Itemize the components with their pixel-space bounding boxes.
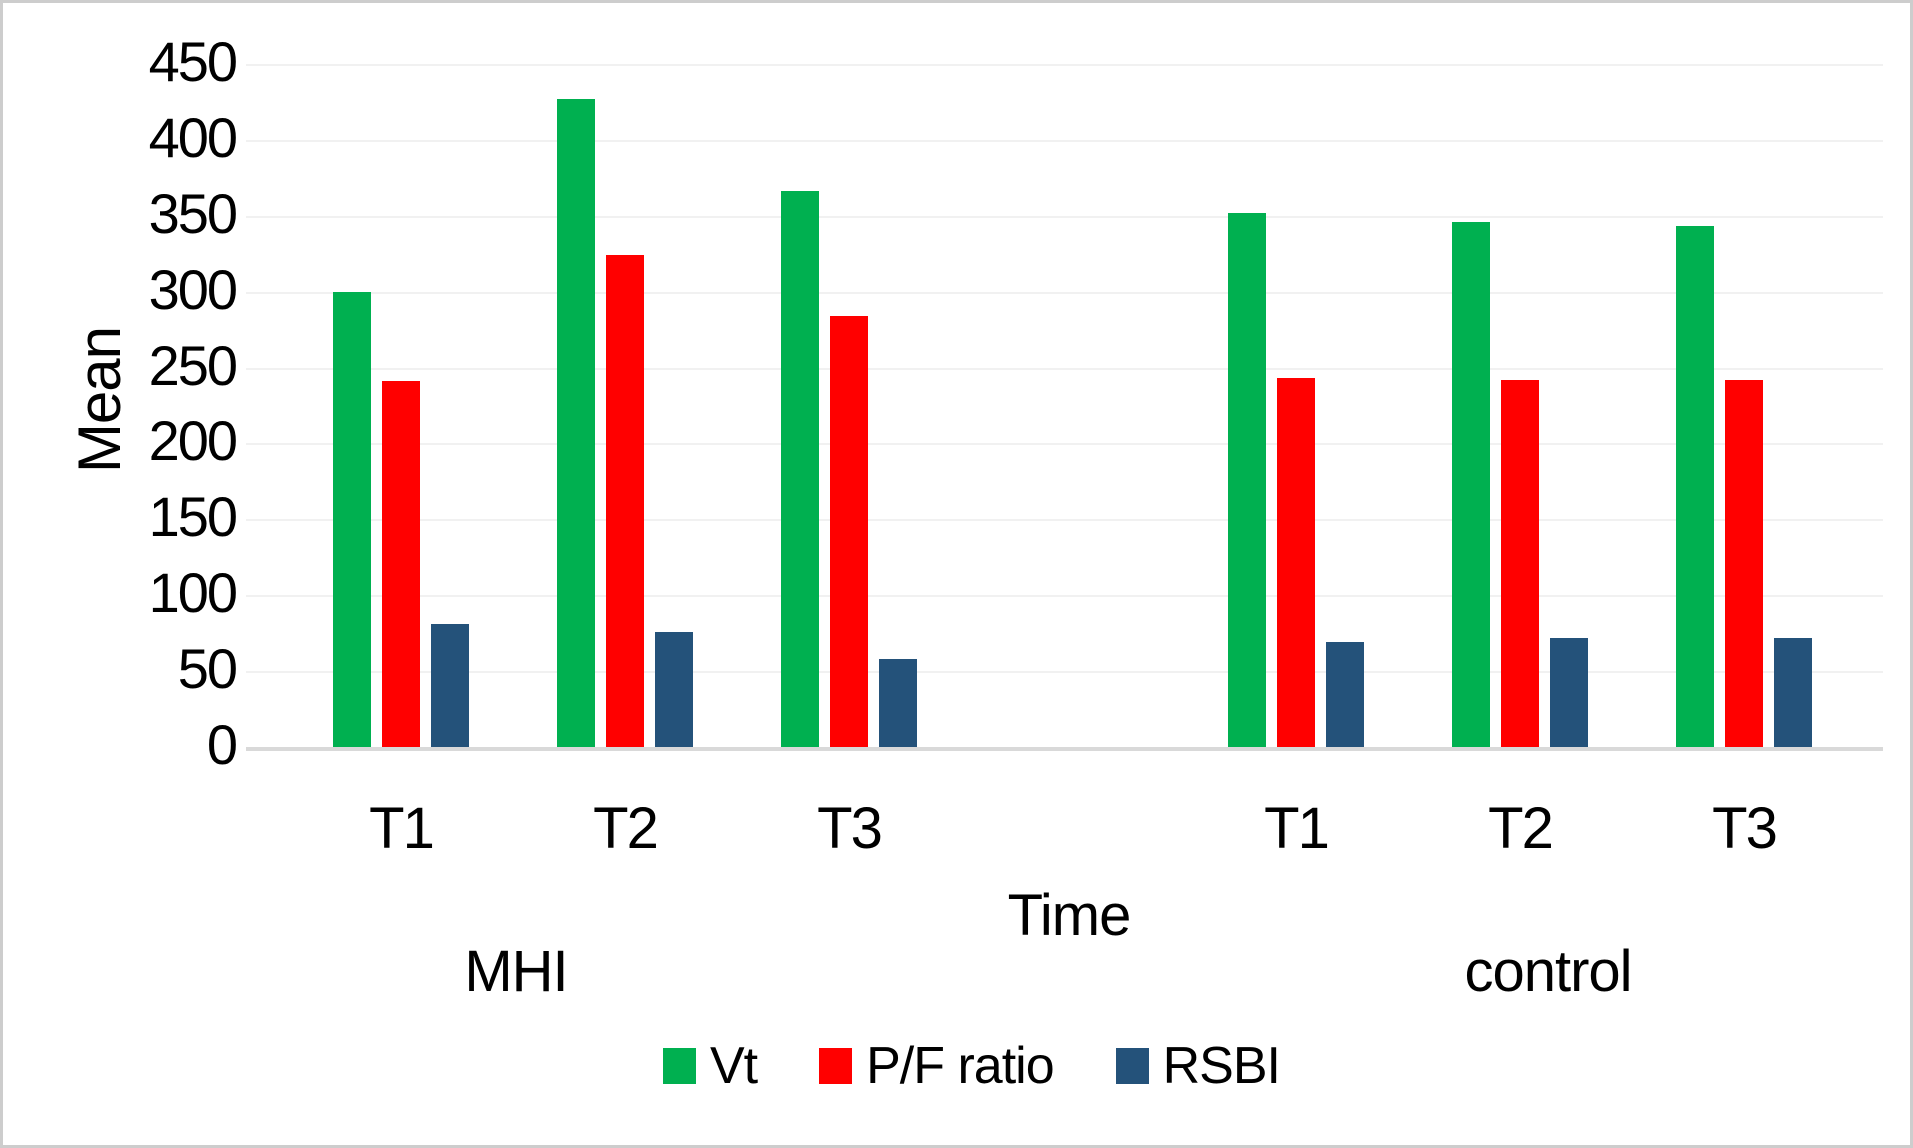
y-tick-label: 350 [148,181,238,245]
bar-vt [1676,226,1714,747]
bar-vt [557,99,595,747]
y-tick-label: 200 [148,408,238,472]
x-tick-label: T3 [1712,796,1778,861]
gridline [246,595,1883,597]
bar-p-f-ratio [1277,378,1315,747]
y-tick-label: 100 [148,560,238,624]
x-axis-title: Time [1007,883,1132,948]
y-tick-label: 150 [148,484,238,548]
x-tick-label: T1 [1264,796,1330,861]
legend-label: RSBI [1162,1037,1281,1095]
x-tick-label: T3 [817,796,883,861]
gridline [246,368,1883,370]
bar-rsbi [879,659,917,747]
bar-rsbi [1326,642,1364,747]
bar-p-f-ratio [830,316,868,747]
gridline [246,292,1883,294]
x-tick-label: T2 [593,796,659,861]
bar-vt [781,191,819,747]
gridline [246,671,1883,673]
legend-item: P/F ratio [819,1037,1055,1095]
gridline [246,64,1883,66]
bar-p-f-ratio [1725,380,1763,747]
gridline [246,519,1883,521]
bar-vt [1228,213,1266,747]
bar-p-f-ratio [606,255,644,747]
legend-item: RSBI [1115,1037,1281,1095]
group-label-mhi: MHI [464,939,568,1004]
group-label-control: control [1464,939,1632,1004]
bar-vt [333,292,371,747]
bar-p-f-ratio [382,381,420,747]
bar-rsbi [655,632,693,747]
bar-rsbi [1550,638,1588,747]
y-tick-label: 250 [148,333,238,397]
legend-label: P/F ratio [866,1037,1054,1095]
legend-swatch-icon [1115,1048,1149,1084]
legend-swatch-icon [819,1048,853,1084]
gridline [246,443,1883,445]
gridline [246,216,1883,218]
legend-swatch-icon [662,1048,696,1084]
gridline [246,140,1883,142]
y-tick-label: 300 [148,257,238,321]
y-tick-label: 450 [148,29,238,93]
y-tick-label: 50 [177,636,238,700]
x-tick-label: T2 [1488,796,1554,861]
x-axis-line [246,747,1883,751]
legend-item: Vt [662,1037,758,1095]
legend-label: Vt [709,1037,758,1095]
y-tick-label: 0 [206,712,238,776]
bar-p-f-ratio [1501,380,1539,747]
x-tick-label: T1 [369,796,435,861]
legend: Vt P/F ratio RSBI [158,1031,1785,1101]
bar-vt [1452,222,1490,747]
bar-rsbi [431,624,469,747]
y-tick-label: 400 [148,105,238,169]
bar-rsbi [1774,638,1812,747]
